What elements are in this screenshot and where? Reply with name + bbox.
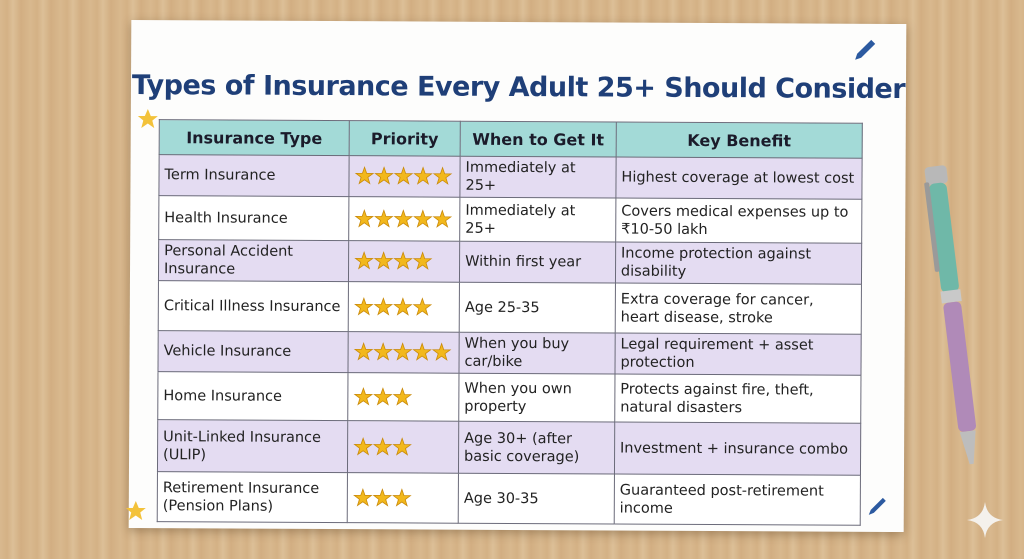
paper: Types of Insurance Every Adult 25+ Shoul… bbox=[125, 19, 907, 533]
priority-star bbox=[413, 166, 433, 185]
priority-star bbox=[393, 208, 414, 228]
pen bbox=[924, 165, 977, 465]
priority-star bbox=[374, 208, 394, 228]
priority-cell bbox=[348, 240, 460, 283]
when-to-get: Age 30-35 bbox=[458, 473, 615, 525]
star-decoration bbox=[137, 109, 158, 129]
when-to-get: When you own property bbox=[458, 373, 615, 423]
when-to-get: When you buy car/bike bbox=[459, 332, 616, 375]
priority-star bbox=[393, 166, 414, 185]
priority-star bbox=[353, 386, 374, 406]
priority-cell bbox=[347, 420, 459, 474]
priority-cell bbox=[348, 155, 461, 198]
star-decoration bbox=[125, 501, 146, 521]
when-to-get: Immediately at 25+ bbox=[459, 156, 617, 199]
column-header: When to Get It bbox=[460, 121, 617, 158]
priority-stars bbox=[354, 166, 453, 185]
priority-cell bbox=[347, 472, 459, 524]
key-benefit: Guaranteed post-retirement income bbox=[614, 474, 861, 526]
priority-star bbox=[354, 251, 374, 270]
column-header: Insurance Type bbox=[159, 119, 350, 156]
priority-star bbox=[373, 386, 393, 406]
insurance-type: Vehicle Insurance bbox=[157, 330, 349, 373]
priority-star bbox=[392, 436, 412, 456]
priority-stars bbox=[354, 251, 433, 270]
priority-star bbox=[373, 251, 394, 270]
pen-icon bbox=[868, 497, 886, 515]
table-row: Unit-Linked Insurance (ULIP) Age 30+ (aft… bbox=[157, 419, 861, 476]
priority-cell bbox=[348, 196, 460, 242]
when-to-get: Immediately at 25+ bbox=[459, 197, 616, 243]
priority-star bbox=[392, 342, 413, 361]
when-to-get: Age 25-35 bbox=[459, 282, 616, 334]
table-row: Critical Illness Insurance Age 25-35 Extra… bbox=[158, 280, 862, 335]
key-benefit: Investment + insurance combo bbox=[614, 422, 861, 476]
key-benefit: Protects against fire, theft, natural di… bbox=[614, 374, 861, 424]
pen-icon bbox=[855, 39, 876, 60]
priority-star bbox=[412, 251, 433, 270]
priority-star bbox=[374, 166, 394, 185]
priority-star bbox=[353, 487, 373, 507]
insurance-type: Personal Accident Insurance bbox=[158, 239, 349, 282]
table-row: Home Insurance When you own property Prote… bbox=[157, 371, 861, 424]
priority-star bbox=[373, 296, 394, 316]
priority-star bbox=[393, 251, 413, 270]
when-to-get: Age 30+ (after basic coverage) bbox=[458, 421, 615, 475]
priority-star bbox=[431, 342, 452, 361]
priority-star bbox=[354, 166, 375, 185]
table-row: Vehicle Insurance When you buy car/bike Le… bbox=[157, 330, 862, 376]
priority-star bbox=[354, 296, 374, 316]
sparkle bbox=[967, 502, 1003, 538]
priority-star bbox=[432, 208, 453, 228]
priority-star bbox=[432, 166, 453, 185]
priority-star bbox=[354, 208, 375, 228]
priority-stars bbox=[353, 342, 452, 361]
table-row: Term Insurance Immediately at 25+ Highest … bbox=[158, 154, 863, 200]
priority-star bbox=[412, 296, 433, 316]
table-row: Personal Accident Insurance Within first … bbox=[158, 239, 862, 285]
key-benefit: Income protection against disability bbox=[615, 242, 862, 285]
insurance-type: Term Insurance bbox=[158, 154, 350, 197]
priority-cell bbox=[348, 281, 460, 333]
priority-star bbox=[413, 208, 433, 228]
key-benefit: Extra coverage for cancer, heart disease… bbox=[615, 283, 862, 335]
column-header: Key Benefit bbox=[616, 122, 863, 159]
insurance-type: Critical Illness Insurance bbox=[158, 280, 349, 332]
priority-stars bbox=[353, 436, 412, 456]
priority-stars bbox=[354, 296, 433, 316]
insurance-type: Home Insurance bbox=[157, 371, 349, 421]
priority-star bbox=[392, 386, 413, 406]
key-benefit: Highest coverage at lowest cost bbox=[615, 157, 863, 200]
priority-star bbox=[393, 296, 413, 316]
column-header: Priority bbox=[349, 120, 461, 157]
priority-star bbox=[353, 436, 373, 456]
priority-star bbox=[392, 487, 412, 507]
table-row: Retirement Insurance (Pension Plans) Age … bbox=[157, 471, 861, 526]
priority-star bbox=[372, 436, 393, 456]
when-to-get: Within first year bbox=[459, 241, 616, 284]
header-row: Insurance Type Priority When to Get It Key … bbox=[159, 119, 863, 159]
key-benefit: Covers medical expenses up to ₹10-50 lak… bbox=[615, 198, 862, 244]
priority-star bbox=[412, 342, 432, 361]
priority-stars bbox=[354, 208, 453, 228]
insurance-type: Unit-Linked Insurance (ULIP) bbox=[157, 419, 348, 473]
priority-stars bbox=[353, 386, 413, 406]
insurance-type: Health Insurance bbox=[158, 195, 349, 241]
priority-star bbox=[353, 342, 374, 361]
priority-stars bbox=[353, 487, 412, 507]
priority-cell bbox=[348, 331, 460, 374]
priority-star bbox=[372, 487, 393, 507]
title: Types of Insurance Every Adult 25+ Shoul… bbox=[131, 69, 906, 106]
table-row: Health Insurance Immediately at 25+ Covers… bbox=[158, 195, 862, 244]
insurance-table: Insurance Type Priority When to Get It Key … bbox=[157, 119, 863, 526]
insurance-type: Retirement Insurance (Pension Plans) bbox=[157, 471, 348, 523]
priority-cell bbox=[347, 372, 460, 422]
key-benefit: Legal requirement + asset protection bbox=[614, 333, 862, 376]
priority-star bbox=[373, 342, 393, 361]
